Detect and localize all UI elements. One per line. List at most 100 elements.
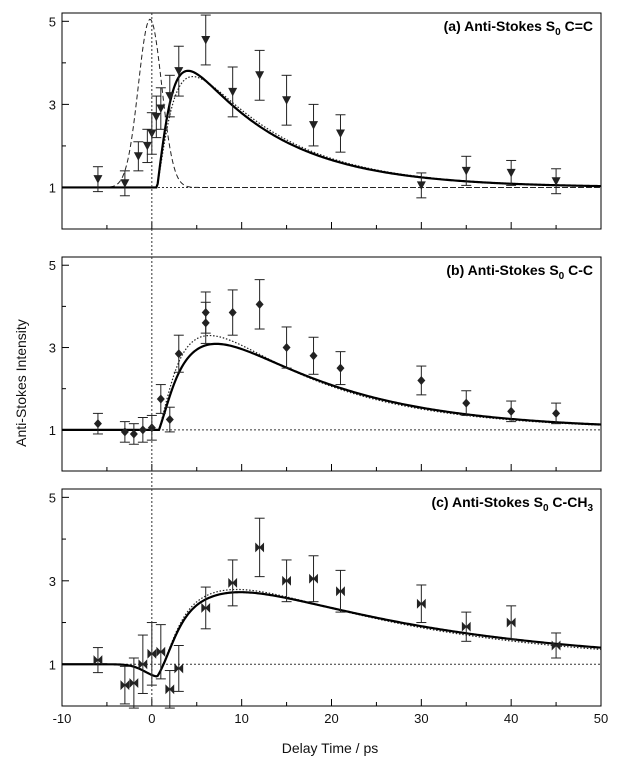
panel-title-main: (a) Anti-Stokes S — [444, 18, 556, 34]
data-point — [416, 365, 427, 396]
panel-title-rest: C-CH — [549, 494, 588, 510]
data-point — [119, 665, 130, 705]
marker-diamond — [255, 299, 264, 309]
y-tick-label: 1 — [49, 180, 56, 195]
y-tick-label: 5 — [49, 258, 56, 273]
x-tick-label: 40 — [504, 711, 518, 726]
marker-diamond — [309, 351, 318, 361]
marker-diamond — [120, 427, 129, 437]
data-point — [164, 74, 175, 118]
y-tick-label: 5 — [49, 490, 56, 505]
marker-bowtie — [228, 577, 238, 588]
y-tick-label: 1 — [49, 657, 56, 672]
panel-title: (b) Anti-Stokes S0 C-C — [446, 262, 593, 282]
data-point — [200, 301, 211, 344]
marker-triangle — [165, 92, 175, 101]
data-point — [506, 400, 517, 423]
data-point — [146, 414, 157, 441]
marker-triangle — [120, 179, 130, 188]
x-tick-label: 30 — [414, 711, 428, 726]
y-tick-label: 5 — [49, 14, 56, 29]
marker-bowtie — [93, 655, 103, 666]
data-point — [119, 421, 130, 443]
data-point — [133, 141, 144, 172]
data-point — [506, 605, 517, 640]
data-point — [128, 423, 139, 445]
marker-triangle — [282, 96, 292, 105]
y-axis-title: Anti-Stokes Intensity — [13, 319, 29, 447]
marker-triangle — [335, 129, 345, 138]
data-point — [416, 584, 427, 624]
marker-bowtie — [138, 659, 148, 670]
data-point — [506, 159, 517, 186]
data-points — [92, 279, 562, 445]
marker-bowtie — [336, 586, 345, 597]
panel-title-rest: C=C — [561, 18, 593, 34]
panel-a: 1 3 5 (a) Anti-Stokes S0 C=C — [49, 12, 602, 230]
data-point — [461, 155, 472, 186]
marker-triangle — [156, 104, 166, 114]
marker-triangle — [461, 166, 471, 176]
data-point — [164, 406, 175, 433]
data-point — [416, 172, 427, 199]
data-point — [200, 586, 211, 630]
marker-triangle — [174, 67, 184, 76]
marker-triangle — [142, 141, 152, 151]
data-point — [151, 95, 162, 139]
marker-diamond — [462, 398, 471, 408]
marker-bowtie — [282, 575, 291, 586]
data-point — [128, 657, 139, 709]
marker-triangle — [551, 177, 561, 186]
marker-diamond — [507, 406, 516, 416]
x-tick-label: 50 — [594, 711, 608, 726]
marker-bowtie — [255, 542, 265, 553]
panel-c: 135-10 0 10 20 30 40 50(c) Anti-Stokes S0 C-CH… — [49, 488, 608, 726]
marker-triangle — [133, 152, 143, 161]
panel-title-main: (b) Anti-Stokes S — [446, 262, 558, 278]
data-point — [227, 66, 238, 118]
panel-title-main: (c) Anti-Stokes S — [431, 494, 543, 510]
marker-bowtie — [461, 621, 471, 632]
panel-title-rest: C-C — [564, 262, 593, 278]
panel-title-subscript: 0 — [555, 27, 561, 38]
y-tick-label: 1 — [49, 423, 56, 438]
marker-diamond — [129, 429, 138, 439]
data-point — [335, 351, 346, 386]
marker-diamond — [147, 423, 156, 433]
marker-bowtie — [416, 598, 426, 609]
data-point — [92, 166, 103, 193]
data-point — [137, 417, 148, 443]
data-points — [92, 14, 562, 199]
data-point — [173, 334, 184, 373]
x-axis-title: Delay Time / ps — [282, 740, 378, 756]
curves-group — [62, 334, 601, 431]
marker-bowtie — [506, 617, 516, 628]
data-point — [551, 168, 562, 195]
marker-diamond — [201, 318, 210, 328]
marker-bowtie — [165, 684, 175, 695]
data-point — [137, 634, 148, 694]
data-point — [551, 632, 562, 659]
data-point — [254, 49, 265, 101]
x-tick-label: 20 — [324, 711, 338, 726]
marker-bowtie — [120, 680, 130, 691]
data-point — [335, 114, 346, 153]
data-point — [92, 647, 103, 674]
data-point — [119, 170, 130, 197]
data-point — [173, 45, 184, 97]
x-tick-label: 10 — [234, 711, 248, 726]
panel-title-subscript-2: 3 — [587, 503, 593, 514]
marker-triangle — [255, 71, 265, 80]
marker-bowtie — [174, 663, 184, 674]
marker-triangle — [151, 112, 161, 122]
marker-diamond — [156, 394, 165, 404]
panel-title-subscript: 0 — [543, 503, 549, 514]
panel-title: (a) Anti-Stokes S0 C=C — [444, 18, 593, 38]
data-point — [227, 559, 238, 607]
marker-triangle — [93, 175, 103, 184]
marker-triangle — [201, 36, 211, 45]
panel-title-subscript: 0 — [559, 271, 565, 282]
data-point — [164, 670, 175, 709]
